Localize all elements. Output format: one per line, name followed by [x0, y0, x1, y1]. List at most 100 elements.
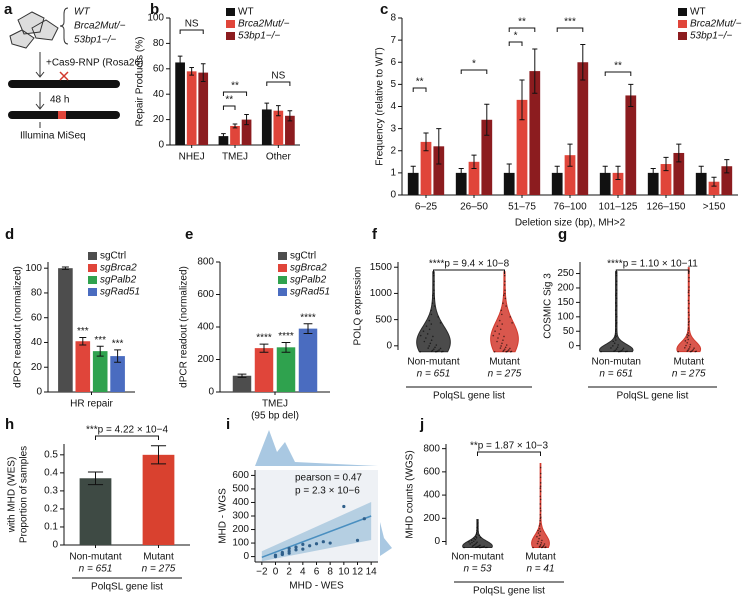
jitter-dot [687, 318, 690, 320]
jitter-dot [686, 341, 689, 344]
x-tick-label: 10 [338, 567, 350, 578]
x-axis-label: Deletion size (bp), MH>2 [515, 218, 626, 229]
readout: Illumina MiSeq [20, 131, 86, 142]
error-bar [150, 445, 167, 465]
chromosome [8, 80, 120, 88]
jitter-dot [687, 299, 690, 302]
jitter-dot [539, 534, 541, 537]
jitter-dot [612, 340, 615, 343]
legend-swatch [678, 8, 687, 16]
legend-label: WT [238, 7, 254, 18]
point [342, 504, 346, 509]
jitter-dot [615, 348, 618, 350]
jitter-dot [468, 541, 470, 543]
jitter-dot [473, 540, 475, 543]
bar [455, 172, 467, 195]
x-tick-label: 101–125 [599, 202, 638, 213]
y-tick-label: 0 [36, 387, 42, 398]
point [355, 538, 360, 542]
jitter-dot [615, 339, 617, 341]
y-tick-label: 1 [390, 168, 396, 179]
jitter-dot [539, 476, 542, 479]
jitter-dot [615, 328, 617, 330]
y-tick-label: 0.5 [44, 449, 58, 460]
error-bar [532, 48, 538, 94]
jitter-dot [471, 541, 473, 544]
error-bar [237, 373, 247, 378]
y-tick-label: 20 [31, 362, 43, 373]
legend-label: Brca2Mut/− [690, 19, 742, 30]
jitter-dot [539, 523, 542, 525]
jitter-dot [470, 539, 473, 542]
jitter-dot [532, 546, 534, 549]
jitter-dot [539, 507, 542, 510]
panel-letter: i [226, 416, 230, 433]
jitter-dot [430, 350, 433, 353]
jitter-dot [677, 350, 680, 353]
error-bar [484, 103, 490, 136]
panel-letter: g [558, 226, 567, 243]
jitter-dot [539, 498, 542, 501]
jitter-dot [687, 334, 690, 337]
jitter-dot [613, 350, 615, 352]
jitter-dot [509, 316, 511, 318]
jitter-dot [610, 347, 612, 349]
bar [673, 152, 685, 195]
jitter-dot [431, 302, 434, 304]
annotation: NS [185, 19, 199, 30]
jitter-dot [539, 519, 541, 522]
jitter-dot [624, 350, 627, 353]
jitter-dot [494, 330, 496, 332]
jitter-dot [475, 533, 478, 536]
annotation: ****p = 1.10 × 10−11 [607, 259, 698, 270]
y-tick-label: 2 [390, 145, 396, 156]
x-tick-label: Mutant [673, 357, 704, 368]
jitter-dot [474, 546, 477, 549]
y-tick-label: 1000 [370, 288, 393, 299]
error-bar [650, 167, 656, 178]
jitter-dot [544, 546, 546, 549]
legend-swatch [88, 264, 97, 272]
violin [462, 519, 493, 549]
y-tick-label: 60 [31, 312, 43, 323]
jitter-dot [498, 333, 501, 335]
panel-a: a WT Brca2Mut/− 53bp1−/− +Cas9-RNP (Rosa… [4, 1, 143, 142]
jitter-dot [503, 274, 506, 277]
jitter-dot [497, 337, 499, 339]
cells-icon [9, 11, 59, 49]
y-tick-label: 400 [423, 490, 440, 501]
x-tick-label: Non-mutant [69, 552, 121, 563]
bar [647, 172, 659, 195]
bar [468, 161, 480, 195]
y-axis-label: Proportion of samples [19, 446, 30, 543]
jitter-dot [687, 321, 690, 324]
jitter-dot [428, 345, 430, 347]
point [287, 546, 291, 551]
annotation: *** [112, 339, 124, 350]
jitter-dot [434, 351, 437, 353]
bracket [222, 105, 236, 110]
bar [186, 71, 197, 145]
bar [564, 155, 576, 195]
jitter-dot [693, 347, 695, 349]
legend-label: sgCtrl [290, 251, 316, 262]
jitter-dot [689, 343, 692, 346]
jitter-dot [509, 347, 511, 350]
legend-label: Brca2Mut/− [238, 19, 290, 30]
x-tick-label: 0 [273, 567, 279, 578]
panel-letter: e [185, 226, 193, 243]
y-tick-label: 1500 [370, 262, 393, 273]
jitter-dot [503, 284, 506, 286]
trend-line [261, 515, 372, 558]
bar [551, 172, 563, 195]
y-tick-label: 0.4 [44, 467, 58, 478]
bracket [95, 435, 159, 440]
y-tick-label: 40 [31, 337, 43, 348]
point [321, 540, 325, 544]
jitter-dot [433, 297, 435, 300]
legend-label: 53bp1−/− [690, 31, 732, 42]
jitter-dot [686, 333, 689, 336]
annotation: **** [256, 333, 272, 344]
jitter-dot [617, 350, 620, 353]
